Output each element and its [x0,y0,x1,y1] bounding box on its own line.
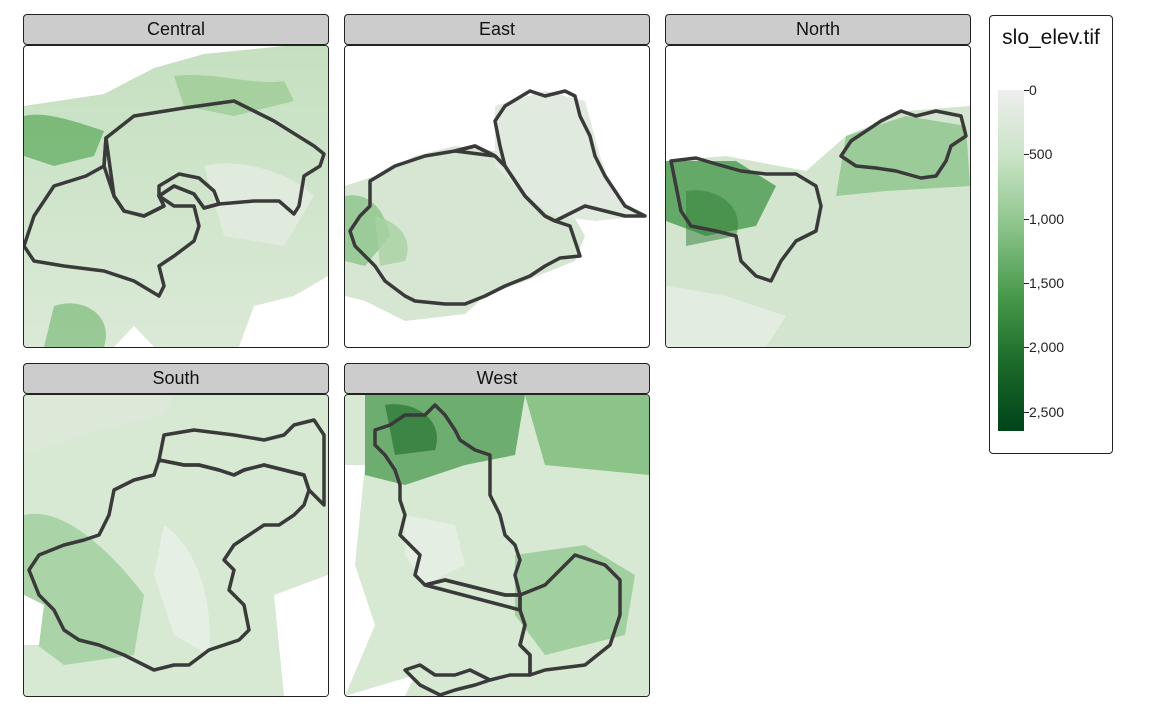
facet-label-north: North [665,14,971,45]
facet-label-south: South [23,363,329,394]
legend: slo_elev.tif 0 500 1,000 1,500 2,000 2,500 [989,15,1113,454]
legend-tick-label: 2,000 [1029,339,1065,356]
elevation-raster-north [666,106,970,347]
elevation-raster-central [24,46,328,347]
legend-tick-label: 2,500 [1029,403,1065,420]
legend-title: slo_elev.tif [1002,26,1100,49]
legend-tick [1024,347,1029,349]
elevation-raster-south [24,395,328,696]
map-central [23,45,329,348]
legend-tick-label: 1,000 [1029,210,1065,227]
map-west [344,394,650,697]
legend-tick [1024,283,1029,285]
legend-tick [1024,411,1029,413]
elevation-raster-west [345,395,649,696]
map-south [23,394,329,697]
map-east [344,45,650,348]
map-north [665,45,971,348]
legend-tick-label: 1,500 [1029,275,1065,292]
elevation-raster-east [345,89,647,321]
facet-label-west: West [344,363,650,394]
legend-tick [1024,154,1029,156]
legend-tick [1024,218,1029,220]
legend-tick-label: 500 [1029,146,1053,163]
legend-color-ramp [998,90,1024,431]
facet-label-east: East [344,14,650,45]
legend-tick-label: 0 [1029,82,1037,98]
legend-tick [1024,90,1029,91]
facet-label-central: Central [23,14,329,45]
